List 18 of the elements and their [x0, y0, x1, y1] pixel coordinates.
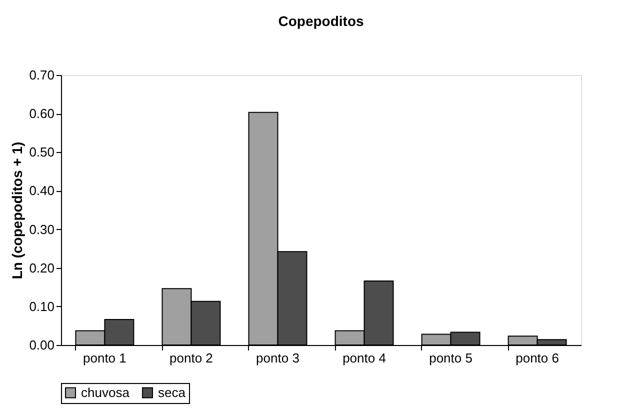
x-tick-label: ponto 3	[256, 350, 300, 366]
y-tick-label: 0.30	[29, 222, 54, 237]
y-tick-label: 0.60	[29, 106, 54, 122]
x-tick-label: ponto 1	[83, 350, 126, 366]
y-tick-label: 0.70	[29, 68, 54, 82]
chart-title: Copepoditos	[278, 13, 364, 29]
y-tick-label: 0.20	[29, 260, 54, 276]
y-tick-label: 0.00	[29, 338, 54, 352]
legend-label: seca	[158, 384, 186, 400]
x-tick-label: ponto 2	[170, 350, 213, 366]
y-tick-label: 0.10	[29, 298, 54, 314]
y-tick-label: 0.40	[29, 183, 54, 198]
x-tick-label: ponto 4	[342, 350, 386, 366]
y-tick-label: 0.50	[29, 144, 54, 160]
x-tick-label: ponto 5	[429, 350, 472, 366]
legend-label: chuvosa	[81, 384, 130, 400]
x-tick-label: ponto 6	[516, 350, 559, 366]
y-axis-title: Ln (copepoditos + 1)	[9, 142, 26, 280]
